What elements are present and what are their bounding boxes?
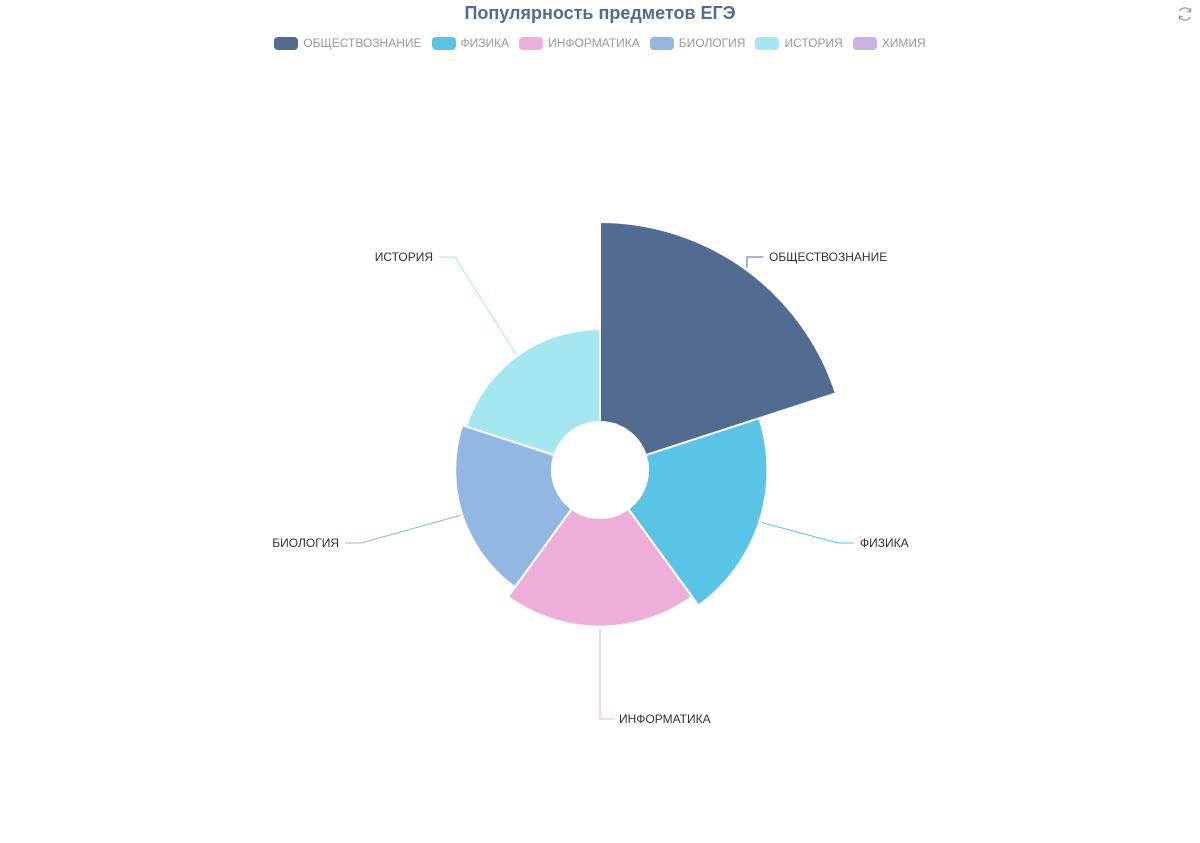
legend-label: БИОЛОГИЯ [678,36,746,50]
legend-item[interactable]: ОБЩЕСТВОЗНАНИЕ [274,36,422,50]
legend-label: ХИМИЯ [881,36,926,50]
legend-label: ОБЩЕСТВОЗНАНИЕ [303,36,422,50]
rose-slice[interactable] [599,221,837,457]
legend-swatch [274,36,299,50]
legend-label: ИСТОРИЯ [784,36,843,50]
restore-icon[interactable] [1176,5,1194,23]
legend-swatch [649,36,674,50]
legend-item[interactable]: ХИМИЯ [852,36,926,50]
leader-line [599,628,615,720]
legend-swatch [852,36,877,50]
leader-line [345,514,461,544]
leader-line [746,256,763,268]
legend-item[interactable]: ИНФОРМАТИКА [519,36,640,50]
leader-line [761,521,854,544]
rose-slice[interactable] [506,507,694,628]
legend-item[interactable]: БИОЛОГИЯ [649,36,746,50]
slice-label: ИСТОРИЯ [375,250,433,264]
legend-item[interactable]: ФИЗИКА [431,36,510,50]
slice-label: ИНФОРМАТИКА [619,712,711,726]
rose-slice[interactable] [627,417,769,607]
legend-swatch [431,36,456,50]
rose-slice[interactable] [464,328,601,457]
legend: ОБЩЕСТВОЗНАНИЕ ФИЗИКА ИНФОРМАТИКА БИОЛОГИЯ И… [0,36,1200,50]
chart-title: Популярность предметов ЕГЭ [464,3,736,23]
legend-label: ФИЗИКА [460,36,510,50]
legend-swatch [755,36,780,50]
rose-slice[interactable] [454,424,573,589]
slice-label: ФИЗИКА [860,536,909,550]
legend-swatch [519,36,544,50]
slice-label: ОБЩЕСТВОЗНАНИЕ [769,250,887,264]
legend-item[interactable]: ИСТОРИЯ [755,36,843,50]
legend-label: ИНФОРМАТИКА [548,36,640,50]
leader-line [439,256,517,355]
slice-label: БИОЛОГИЯ [272,536,339,550]
